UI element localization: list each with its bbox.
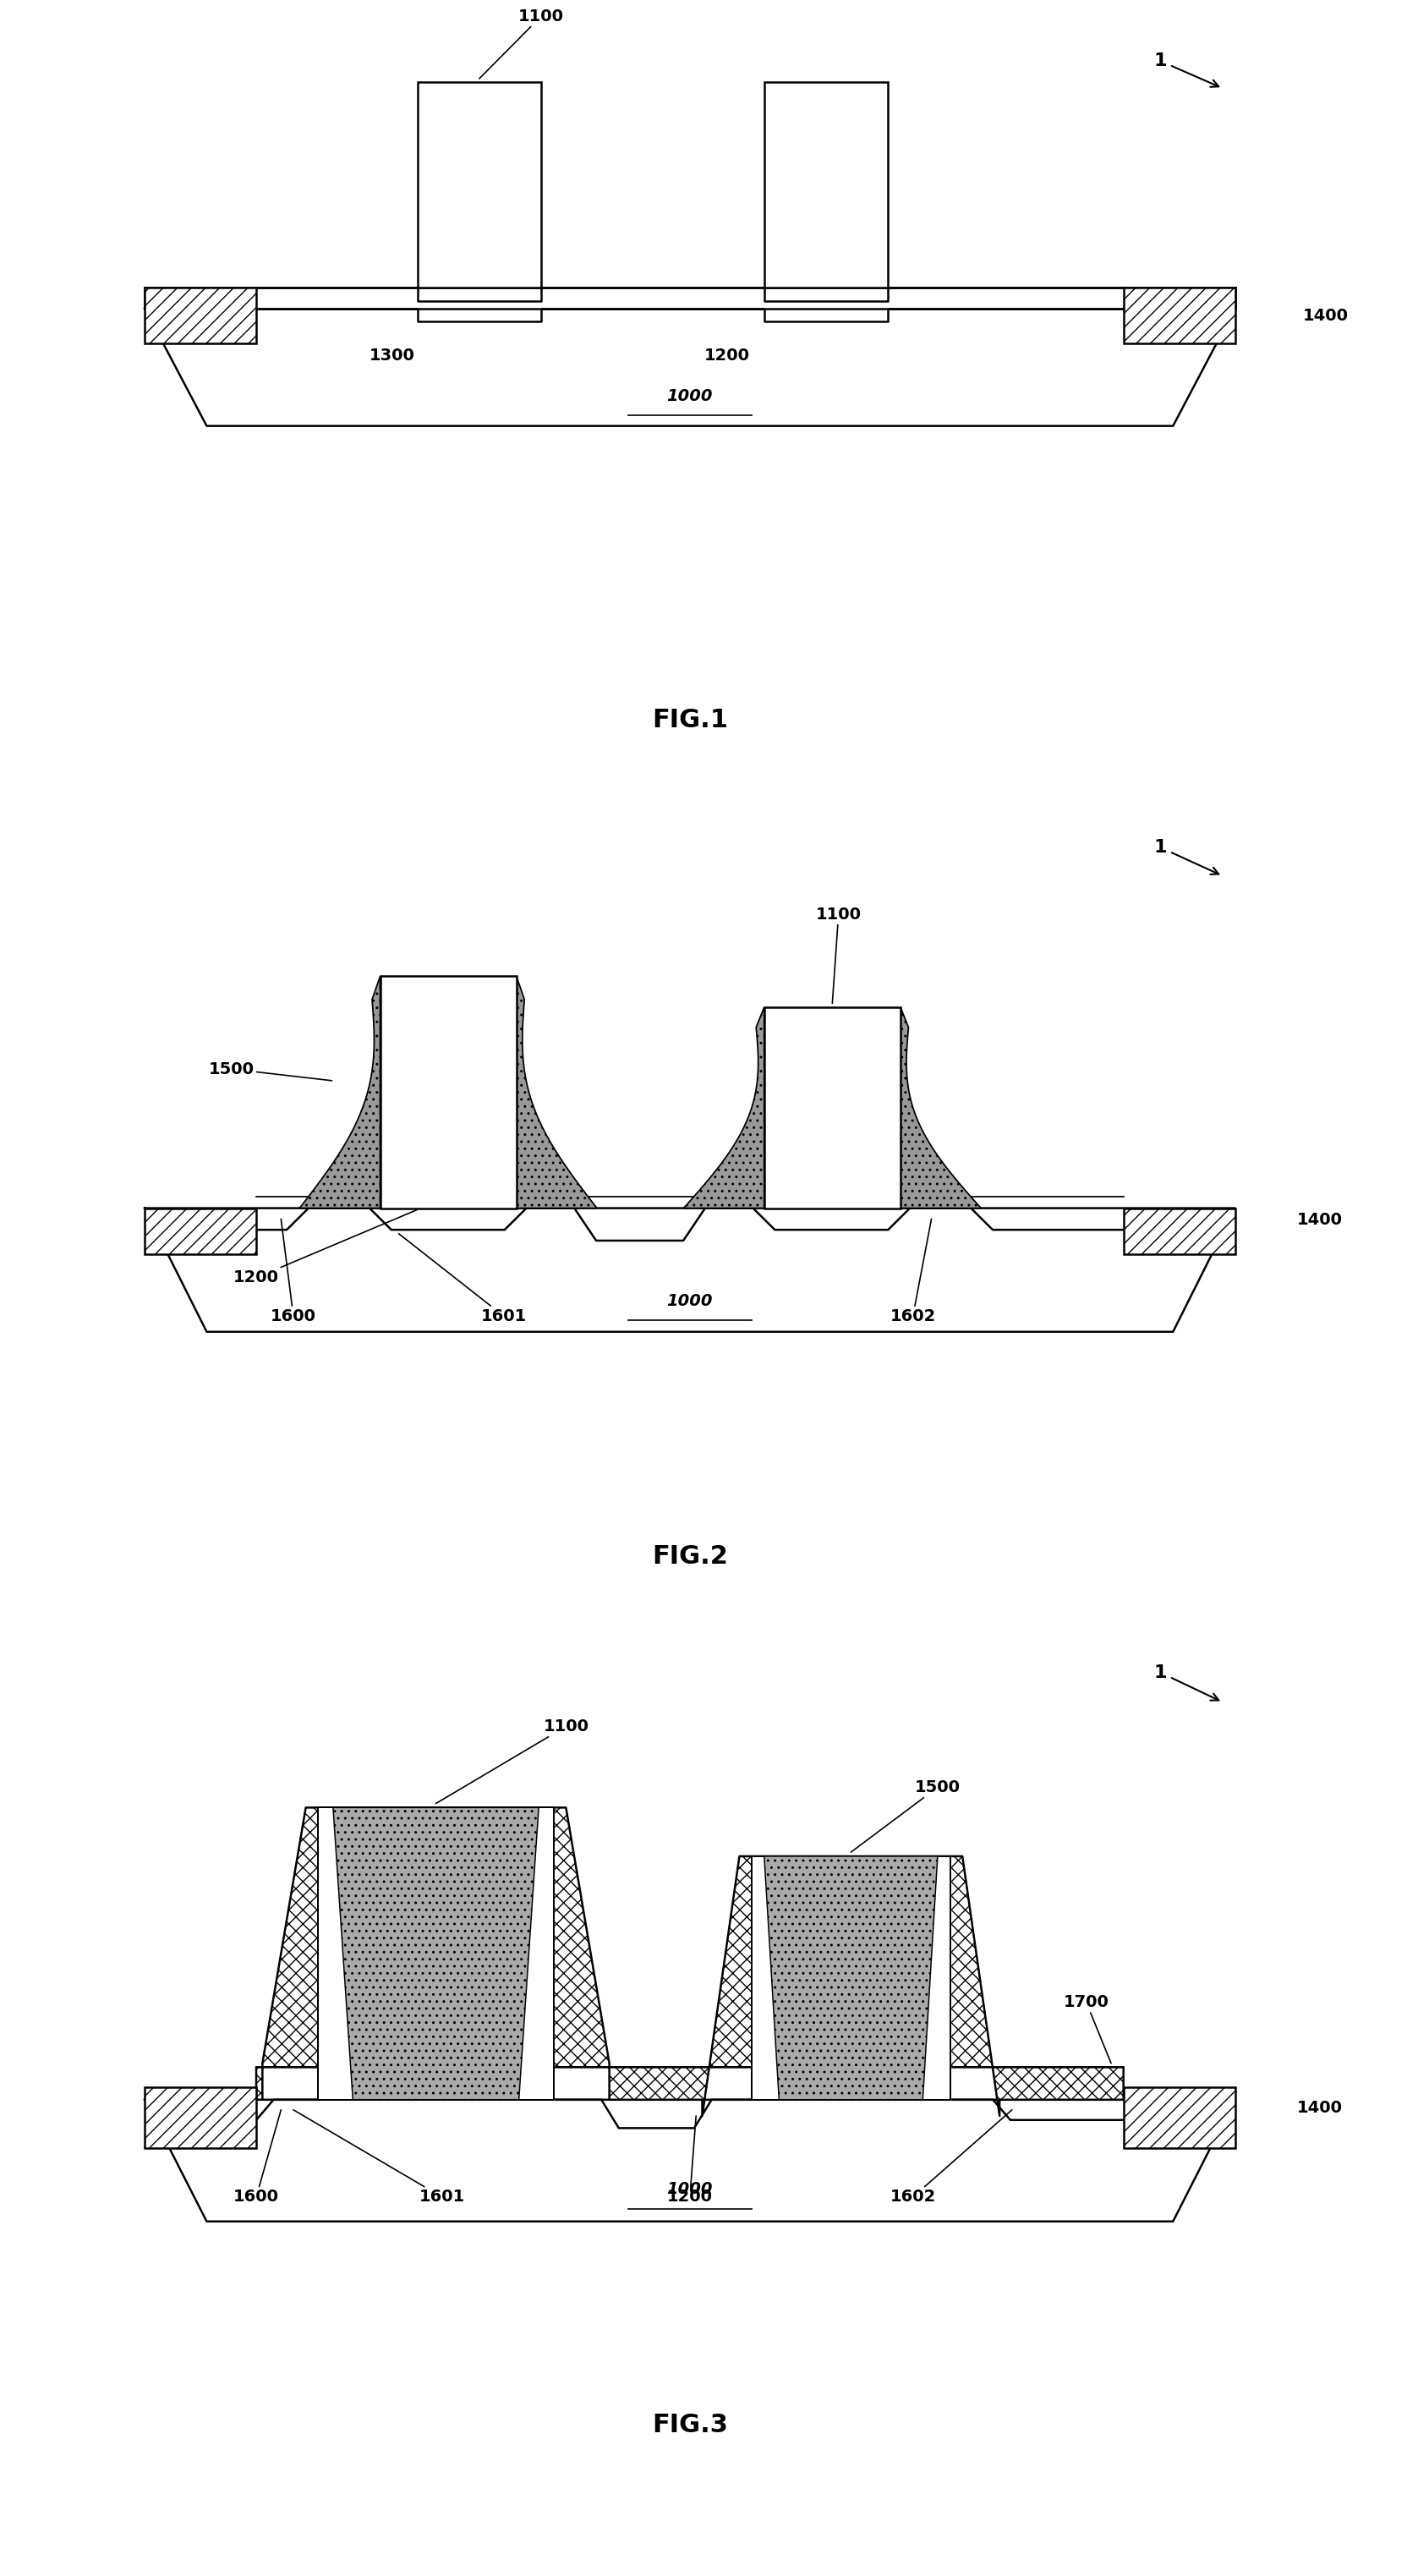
Text: 1200: 1200 bbox=[234, 1211, 416, 1285]
Text: 1000: 1000 bbox=[667, 1293, 712, 1309]
Text: 1: 1 bbox=[1154, 840, 1218, 873]
PathPatch shape bbox=[516, 976, 597, 1208]
Text: 1100: 1100 bbox=[478, 8, 564, 80]
Polygon shape bbox=[145, 289, 1234, 309]
Polygon shape bbox=[145, 2099, 1234, 2221]
PathPatch shape bbox=[900, 1007, 981, 1208]
Text: 1602: 1602 bbox=[889, 2110, 1012, 2205]
Text: FIG.2: FIG.2 bbox=[651, 1543, 727, 1569]
Text: 1200: 1200 bbox=[667, 2115, 712, 2205]
Bar bbox=[416, 82, 540, 289]
Text: 1700: 1700 bbox=[1062, 1994, 1110, 2063]
Text: 1600: 1600 bbox=[234, 2110, 281, 2205]
Bar bbox=[145, 1208, 256, 1255]
Bar bbox=[1123, 289, 1234, 343]
PathPatch shape bbox=[300, 976, 380, 1208]
Text: 1100: 1100 bbox=[436, 1718, 588, 1803]
Bar bbox=[764, 1007, 900, 1208]
Polygon shape bbox=[751, 1857, 950, 2099]
Text: 1000: 1000 bbox=[667, 2182, 712, 2197]
Polygon shape bbox=[256, 1808, 1123, 2115]
PathPatch shape bbox=[764, 1857, 937, 2099]
Text: 1400: 1400 bbox=[1296, 2099, 1342, 2115]
Text: 1601: 1601 bbox=[293, 2110, 464, 2205]
Polygon shape bbox=[318, 1808, 553, 2099]
Bar bbox=[380, 976, 516, 1208]
Text: 1500: 1500 bbox=[850, 1780, 960, 1852]
Text: FIG.3: FIG.3 bbox=[651, 2414, 727, 2437]
Text: 1600: 1600 bbox=[270, 1218, 317, 1324]
Text: 1500: 1500 bbox=[208, 1061, 332, 1082]
Bar bbox=[764, 82, 888, 289]
Polygon shape bbox=[145, 1208, 1234, 1332]
Text: FIG.1: FIG.1 bbox=[651, 708, 727, 732]
Text: 1: 1 bbox=[1154, 1664, 1218, 1700]
Polygon shape bbox=[145, 309, 1234, 425]
PathPatch shape bbox=[333, 1808, 539, 2099]
Text: 1601: 1601 bbox=[398, 1234, 526, 1324]
Text: 1100: 1100 bbox=[815, 907, 861, 1005]
Bar bbox=[1123, 1208, 1234, 1255]
Text: 1602: 1602 bbox=[889, 1218, 936, 1324]
Bar bbox=[1123, 2087, 1234, 2148]
Text: 1400: 1400 bbox=[1296, 1211, 1342, 1229]
Bar bbox=[145, 289, 256, 343]
Text: 1000: 1000 bbox=[667, 389, 712, 404]
Text: 1200: 1200 bbox=[704, 348, 750, 363]
PathPatch shape bbox=[684, 1007, 764, 1208]
Text: 1: 1 bbox=[1154, 52, 1218, 88]
Text: 1300: 1300 bbox=[370, 348, 415, 363]
Text: 1400: 1400 bbox=[1303, 307, 1348, 325]
Bar bbox=[145, 2087, 256, 2148]
